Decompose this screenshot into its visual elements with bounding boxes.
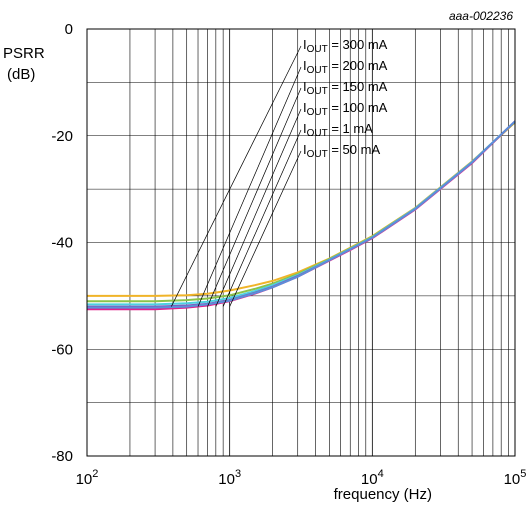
y-axis-label-line2: (dB) bbox=[7, 66, 35, 83]
x-tick-labels: 102 103 104 105 bbox=[76, 468, 527, 488]
x-tick-label: 103 bbox=[218, 468, 241, 488]
y-tick-label: -60 bbox=[51, 341, 73, 358]
x-tick-label: 102 bbox=[76, 468, 99, 488]
y-tick-labels: 0 -20 -40 -60 -80 bbox=[51, 21, 73, 465]
legend-label: IOUT = 150 mA bbox=[303, 79, 388, 97]
legend-symbol: I bbox=[303, 79, 307, 94]
legend-symbol: I bbox=[303, 142, 307, 157]
legend-subscript: OUT bbox=[307, 128, 328, 139]
legend-label: IOUT = 50 mA bbox=[303, 142, 380, 160]
series-line-1 bbox=[87, 121, 516, 297]
legend-label: IOUT = 100 mA bbox=[303, 100, 388, 118]
legend-label: IOUT = 1 mA bbox=[303, 121, 373, 139]
grid bbox=[87, 29, 515, 456]
x-tick-base: 10 bbox=[218, 471, 235, 488]
series-line-6 bbox=[87, 120, 516, 309]
legend-symbol: I bbox=[303, 100, 307, 115]
x-tick-base: 10 bbox=[76, 471, 93, 488]
legend-symbol: I bbox=[303, 37, 307, 52]
legend-value: = 300 mA bbox=[328, 37, 388, 52]
data-series bbox=[87, 120, 516, 311]
y-tick-label: -20 bbox=[51, 128, 73, 145]
y-axis-label-line1: PSRR bbox=[3, 45, 45, 62]
legend-value: = 200 mA bbox=[328, 58, 388, 73]
legend-leader-line bbox=[229, 150, 302, 307]
legend-leader-lines bbox=[171, 45, 302, 307]
legend-value: = 100 mA bbox=[328, 100, 388, 115]
x-tick-exponent: 4 bbox=[378, 468, 384, 480]
legend-leader-line bbox=[215, 108, 302, 307]
legend-subscript: OUT bbox=[307, 107, 328, 118]
y-tick-label: -40 bbox=[51, 235, 73, 252]
legend-label: IOUT = 300 mA bbox=[303, 37, 388, 55]
legend-subscript: OUT bbox=[307, 149, 328, 160]
legend-subscript: OUT bbox=[307, 65, 328, 76]
legend-symbol: I bbox=[303, 58, 307, 73]
legend-leader-line bbox=[197, 66, 302, 307]
legend-value: = 1 mA bbox=[328, 121, 373, 136]
x-axis-label: frequency (Hz) bbox=[334, 486, 432, 503]
legend-subscript: OUT bbox=[307, 44, 328, 55]
figure-code: aaa-002236 bbox=[449, 9, 513, 23]
y-tick-label: -80 bbox=[51, 448, 73, 465]
x-tick-exponent: 2 bbox=[92, 468, 98, 480]
x-tick-base: 10 bbox=[361, 471, 378, 488]
x-tick-base: 10 bbox=[504, 471, 521, 488]
legend-symbol: I bbox=[303, 121, 307, 136]
legend-subscript: OUT bbox=[307, 86, 328, 97]
legend-leader-line bbox=[171, 45, 302, 307]
x-tick-exponent: 3 bbox=[235, 468, 241, 480]
legend-leader-line bbox=[207, 87, 302, 307]
y-tick-label: 0 bbox=[65, 21, 73, 38]
x-tick-exponent: 5 bbox=[520, 468, 526, 480]
x-tick-label: 105 bbox=[504, 468, 527, 488]
legend-value: = 50 mA bbox=[328, 142, 381, 157]
x-tick-label: 104 bbox=[361, 468, 384, 488]
series-line-5 bbox=[87, 120, 516, 311]
series-line-4 bbox=[87, 120, 516, 308]
legend-value: = 150 mA bbox=[328, 79, 388, 94]
legend-leader-line bbox=[222, 129, 302, 307]
plot-frame bbox=[86, 28, 516, 457]
legend-label: IOUT = 200 mA bbox=[303, 58, 388, 76]
series-line-3 bbox=[87, 120, 516, 306]
